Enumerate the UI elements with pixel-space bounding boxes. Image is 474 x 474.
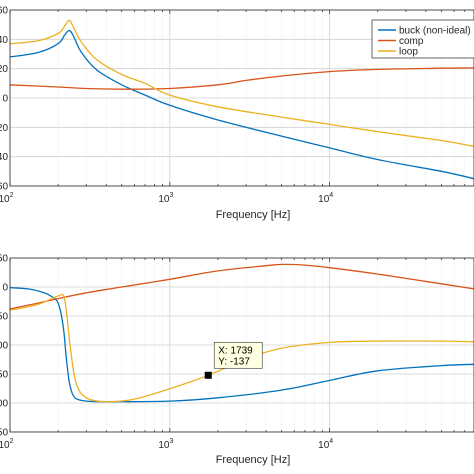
y-tick-label: 40 — [0, 35, 8, 46]
axes-box — [9, 257, 474, 433]
legend-entry: comp — [399, 36, 424, 47]
x-tick-exponent: 4 — [329, 192, 333, 199]
axes-box — [9, 9, 474, 187]
series-line-loop — [10, 19, 474, 148]
grid — [10, 10, 474, 186]
y-tick-label: 0 — [2, 283, 8, 294]
series-group — [10, 19, 474, 180]
legend-entry: buck (non-ideal) — [399, 26, 471, 37]
y-tick-label: -50 — [0, 312, 8, 323]
x-tick-exponent: 3 — [169, 438, 173, 445]
x-tick-label: 104 — [318, 438, 333, 451]
y-tick-label: -40 — [0, 152, 8, 163]
datatip-x-text: X: 1739 — [218, 345, 253, 356]
series-group — [10, 263, 474, 403]
x-tick-base: 10 — [318, 194, 330, 205]
series-line-buck-non-ideal — [10, 286, 474, 403]
y-tick-label: 60 — [0, 6, 8, 17]
x-tick-base: 10 — [0, 440, 10, 451]
datatip-marker[interactable] — [204, 371, 212, 379]
x-tick-base: 10 — [318, 440, 330, 451]
x-tick-exponent: 2 — [10, 438, 14, 445]
x-axis-label: Frequency [Hz] — [216, 209, 291, 221]
x-tick-exponent: 4 — [329, 438, 333, 445]
x-tick-label: 102 — [0, 192, 14, 205]
x-tick-label: 103 — [158, 438, 173, 451]
x-tick-label: 102 — [0, 438, 14, 451]
datatip-y-text: Y: -137 — [218, 356, 250, 367]
y-tick-label: -150 — [0, 370, 8, 381]
y-tick-label: 0 — [2, 94, 8, 105]
y-tick-label: -250 — [0, 428, 8, 439]
y-tick-label: 20 — [0, 64, 8, 75]
magnitude-plot: 1021031046040200-20-40-60Frequency [Hz]b… — [0, 6, 474, 221]
series-line-comp — [10, 263, 474, 310]
x-tick-base: 10 — [158, 440, 170, 451]
x-axis-label: Frequency [Hz] — [216, 454, 291, 466]
x-tick-label: 103 — [158, 192, 173, 205]
series-line-loop — [10, 293, 474, 403]
datatip-box — [213, 341, 263, 369]
x-tick-base: 10 — [0, 194, 10, 205]
y-tick-label: -20 — [0, 123, 8, 134]
x-tick-base: 10 — [158, 194, 170, 205]
y-tick-label: -200 — [0, 399, 8, 410]
series-line-buck-non-ideal — [10, 29, 474, 180]
phase-plot: 102103104500-50-100-150-200-250Frequency… — [0, 254, 474, 466]
y-tick-label: -100 — [0, 341, 8, 352]
y-tick-label: 50 — [0, 254, 8, 265]
x-tick-exponent: 2 — [10, 192, 14, 199]
x-tick-label: 104 — [318, 192, 333, 205]
y-tick-label: -60 — [0, 182, 8, 193]
series-line-comp — [10, 67, 474, 90]
legend-entry: loop — [399, 47, 418, 58]
x-tick-exponent: 3 — [169, 192, 173, 199]
